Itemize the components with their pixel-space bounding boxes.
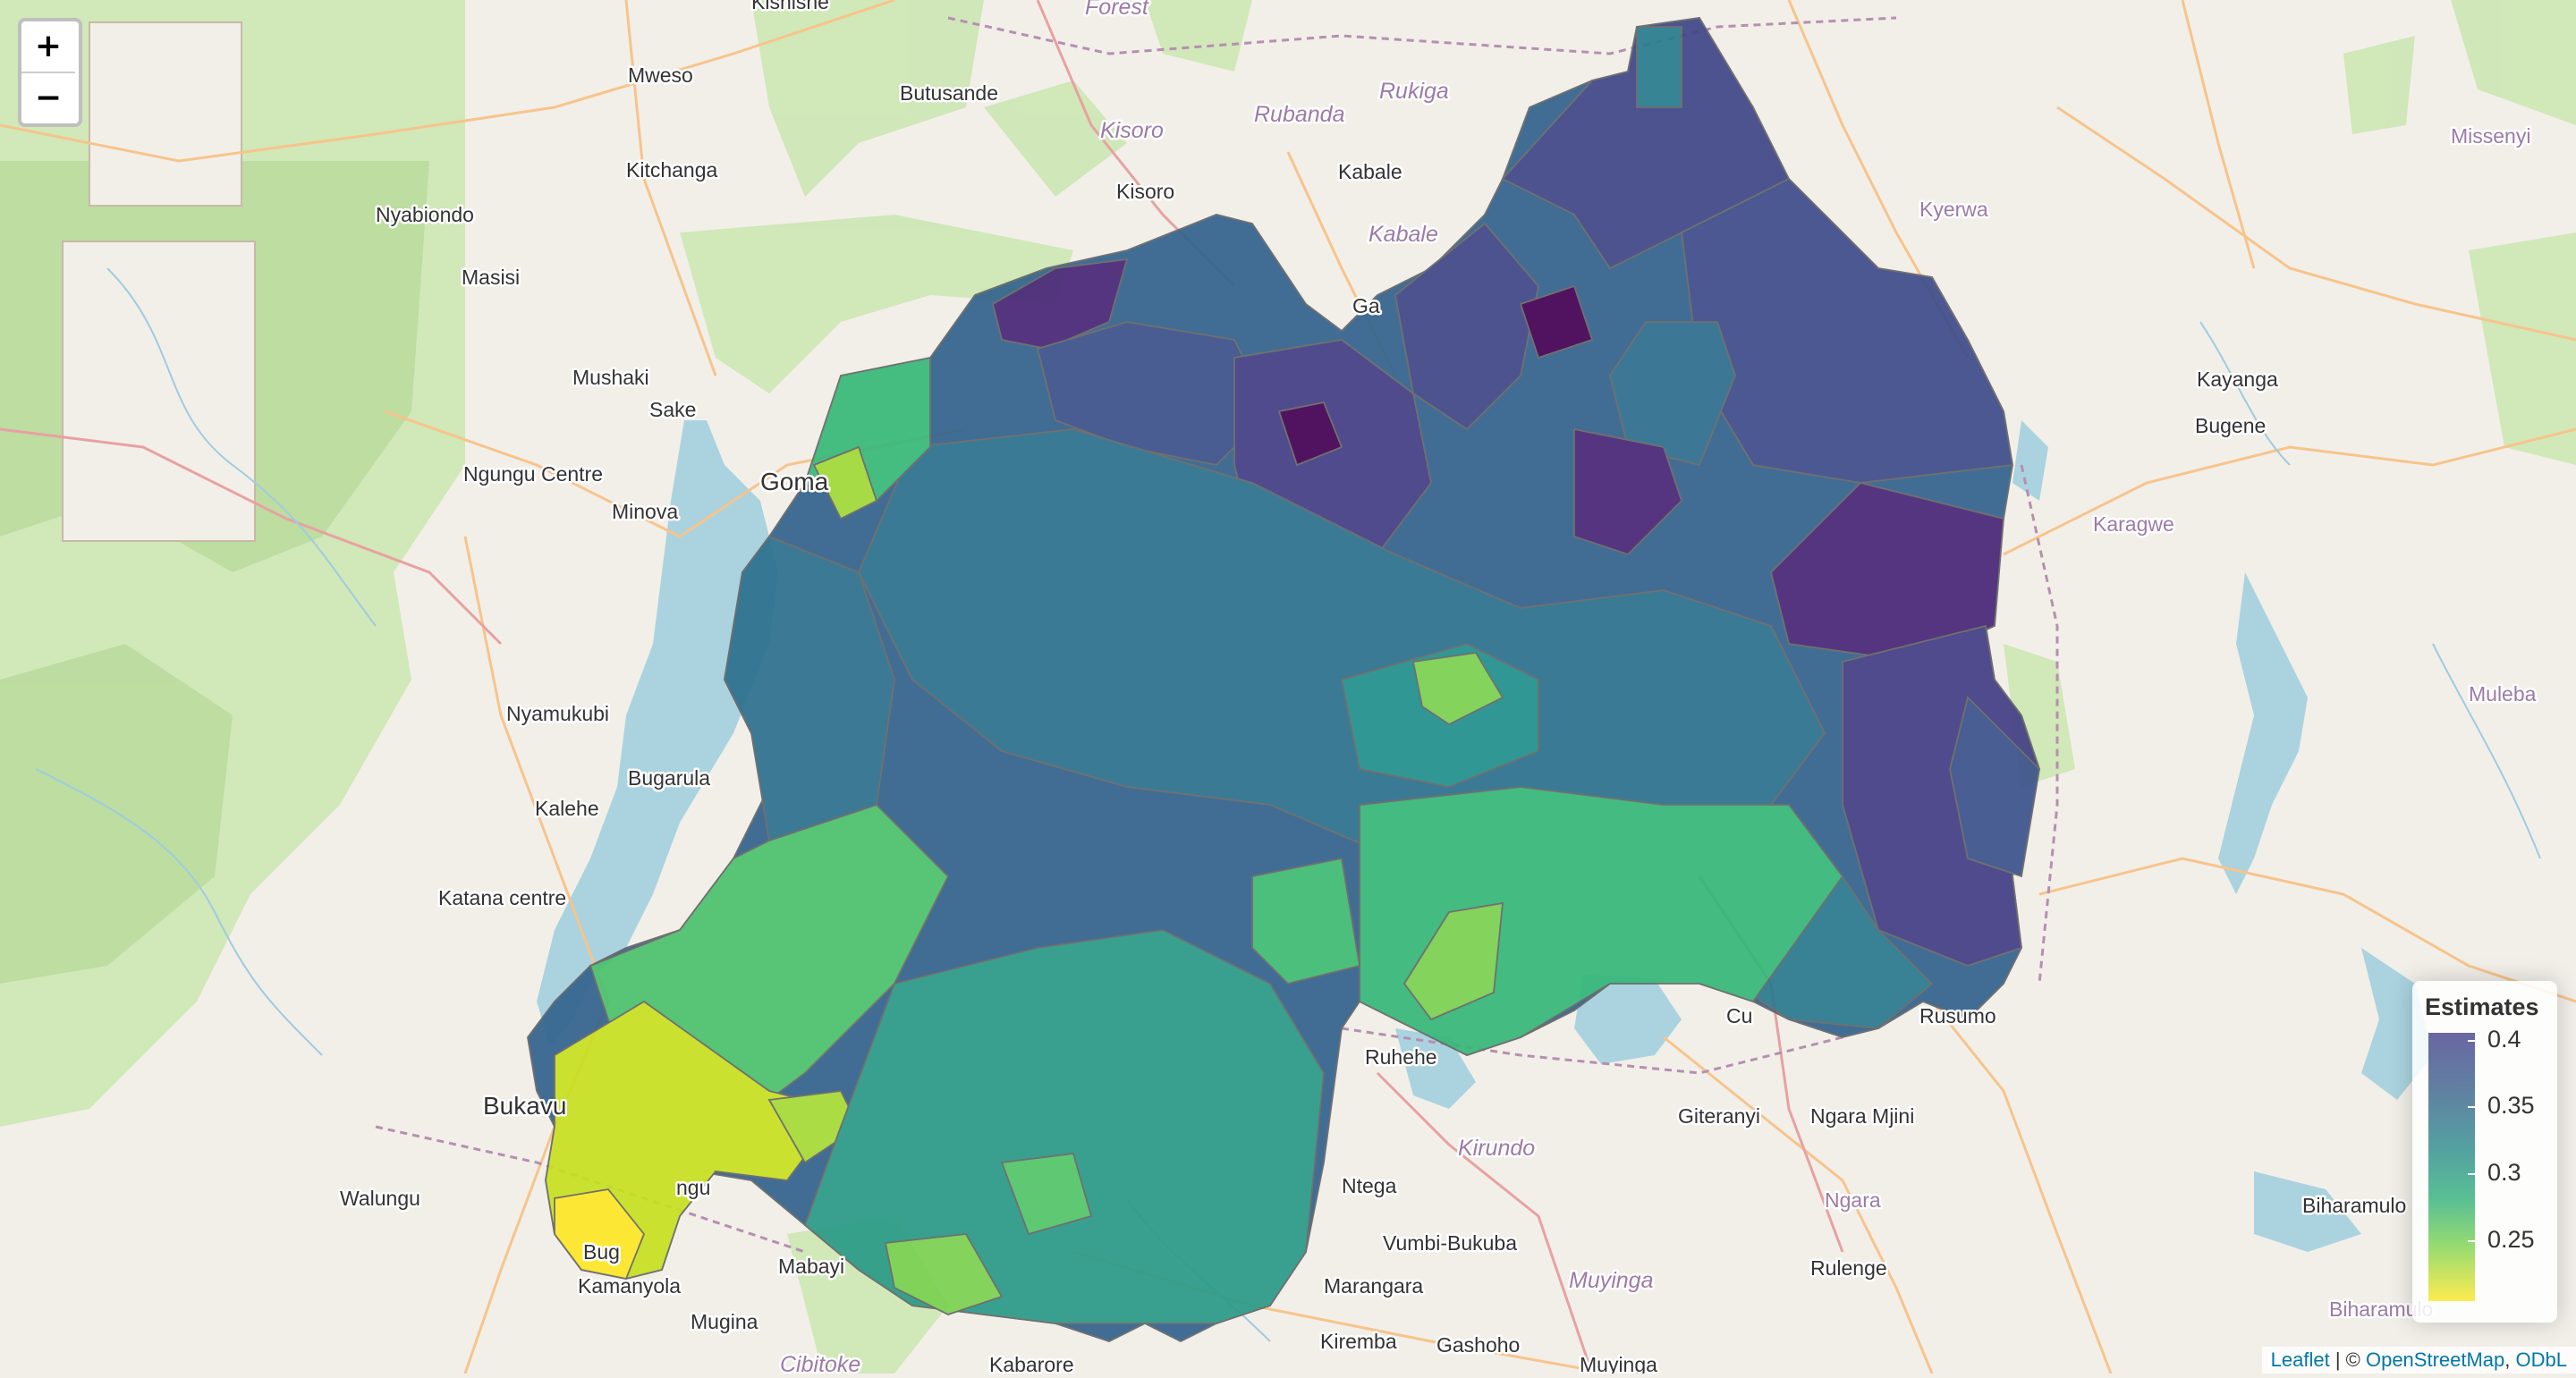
zoom-in-button[interactable]: +: [34, 28, 63, 64]
region-sw-yellow: [554, 1188, 646, 1281]
place-label: Kisoro: [1100, 118, 1164, 143]
region-south-lime: [884, 1233, 1004, 1315]
place-label: Muleba: [2469, 682, 2537, 706]
borders: [375, 16, 2059, 1254]
place-label: Bugene: [2195, 414, 2266, 437]
place-label: Nyamukubi: [506, 702, 609, 725]
place-label: Mweso: [628, 63, 693, 87]
place-label: Vumbi-Bukuba: [1383, 1231, 1517, 1255]
legend-tick: [2468, 1040, 2475, 1042]
legend-tick: [2468, 1240, 2475, 1242]
place-label: Kisoro: [1116, 180, 1174, 203]
place-label: Ga: [1352, 294, 1380, 317]
place-label: Walungu: [340, 1187, 420, 1210]
place-label: Muyinga: [1580, 1353, 1657, 1374]
osm-link[interactable]: OpenStreetMap: [2365, 1348, 2505, 1371]
place-label: Nyabiondo: [376, 203, 474, 226]
legend-label: 0.25: [2487, 1226, 2535, 1253]
choropleth[interactable]: [527, 17, 2040, 1343]
place-label: Bugarula: [628, 766, 710, 790]
place-labels: Kishishe Forest Mweso Butusande Kisoro R…: [338, 0, 2539, 1378]
region-ne-big: [1501, 17, 1791, 270]
region-west-lime: [812, 445, 878, 520]
zoom-control: + −: [18, 18, 82, 127]
legend-label: 0.3: [2487, 1159, 2521, 1186]
place-label: Katana centre: [438, 886, 566, 909]
legend-tick: [2468, 1173, 2475, 1175]
legend-title: Estimates: [2425, 993, 2539, 1020]
region-south-green: [1000, 1153, 1093, 1236]
place-label: Minova: [612, 500, 678, 523]
region-e1: [1573, 427, 1683, 556]
place-label: Forest: [1085, 0, 1149, 20]
region-south: [803, 929, 1325, 1324]
place-label: Kabarore: [989, 1353, 1074, 1374]
place-label: Missenyi: [2451, 124, 2530, 148]
region-ne-teal2: [1609, 321, 1736, 467]
place-label: Rukiga: [1379, 79, 1449, 104]
legend-color-bar: [2428, 1033, 2475, 1301]
place-label: Giteranyi: [1678, 1104, 1760, 1128]
place-label: Sake: [649, 398, 696, 421]
place-label: Ngara: [1825, 1188, 1881, 1212]
place-label: Kirundo: [1458, 1136, 1535, 1161]
region-nw: [991, 258, 1129, 350]
place-label: Kitchanga: [626, 158, 718, 182]
legend-label: 0.4: [2487, 1026, 2521, 1053]
place-label: Masisi: [462, 266, 520, 289]
place-label: Mugina: [691, 1310, 758, 1333]
region-ne-mid: [1681, 177, 2014, 484]
place-label: Marangara: [1324, 1274, 1423, 1298]
place-label: Mabayi: [778, 1255, 844, 1278]
place-label: Rusumo: [1919, 1004, 1996, 1027]
place-label: Gashoho: [1436, 1333, 1520, 1357]
legend-tick: [2468, 1106, 2475, 1108]
attribution-comma: ,: [2504, 1348, 2516, 1371]
place-label: Karagwe: [2093, 512, 2174, 536]
region-n5: [1519, 284, 1594, 359]
region-ne-teal: [1636, 26, 1682, 108]
odbl-link[interactable]: ODbL: [2515, 1348, 2567, 1371]
place-label: Bug: [583, 1240, 620, 1264]
region-center-lime: [1411, 652, 1504, 726]
place-label: Kabale: [1368, 222, 1438, 247]
place-label: Rubanda: [1254, 102, 1345, 127]
place-label: Kiremba: [1320, 1330, 1397, 1353]
place-label: Kyerwa: [1919, 198, 1988, 221]
place-label: Goma: [760, 468, 829, 495]
place-label: Ruhehe: [1365, 1045, 1437, 1069]
place-label: Cu: [1726, 1004, 1752, 1027]
tract-areas: [62, 21, 256, 542]
place-label: Rulenge: [1810, 1256, 1887, 1280]
place-label: Ntega: [1342, 1174, 1397, 1197]
place-label: Muyinga: [1569, 1268, 1654, 1293]
place-label: Kalehe: [535, 797, 599, 820]
place-label: Kabale: [1338, 160, 1402, 183]
place-label: Mushaki: [572, 366, 649, 389]
place-label: Ngungu Centre: [463, 462, 603, 486]
attribution-separator: | ©: [2329, 1348, 2366, 1371]
place-label: Ngara Mjini: [1810, 1104, 1914, 1128]
region-se-lime: [1402, 901, 1504, 1021]
zoom-out-button[interactable]: −: [21, 72, 75, 123]
attribution: Leaflet | © OpenStreetMap, ODbL: [2261, 1347, 2576, 1374]
region-se-green2: [1251, 857, 1361, 985]
region-west-shore: [724, 535, 895, 842]
place-label: Kayanga: [2197, 368, 2278, 391]
place-label: Cibitoke: [780, 1352, 860, 1374]
region-n4: [1394, 222, 1539, 431]
leaflet-link[interactable]: Leaflet: [2270, 1348, 2330, 1371]
place-label: Kishishe: [751, 0, 829, 13]
place-label: Biharamulo: [2302, 1194, 2406, 1217]
place-label: ngu: [676, 1176, 710, 1199]
place-label: Kamanyola: [578, 1274, 681, 1298]
region-n3: [1277, 401, 1343, 467]
place-label: Bukavu: [483, 1092, 566, 1120]
region-e4: [1949, 696, 2040, 878]
place-label: Butusande: [900, 81, 998, 105]
legend-label: 0.35: [2487, 1092, 2535, 1119]
legend: Estimates 0.4 0.35 0.3 0.25: [2412, 981, 2557, 1323]
